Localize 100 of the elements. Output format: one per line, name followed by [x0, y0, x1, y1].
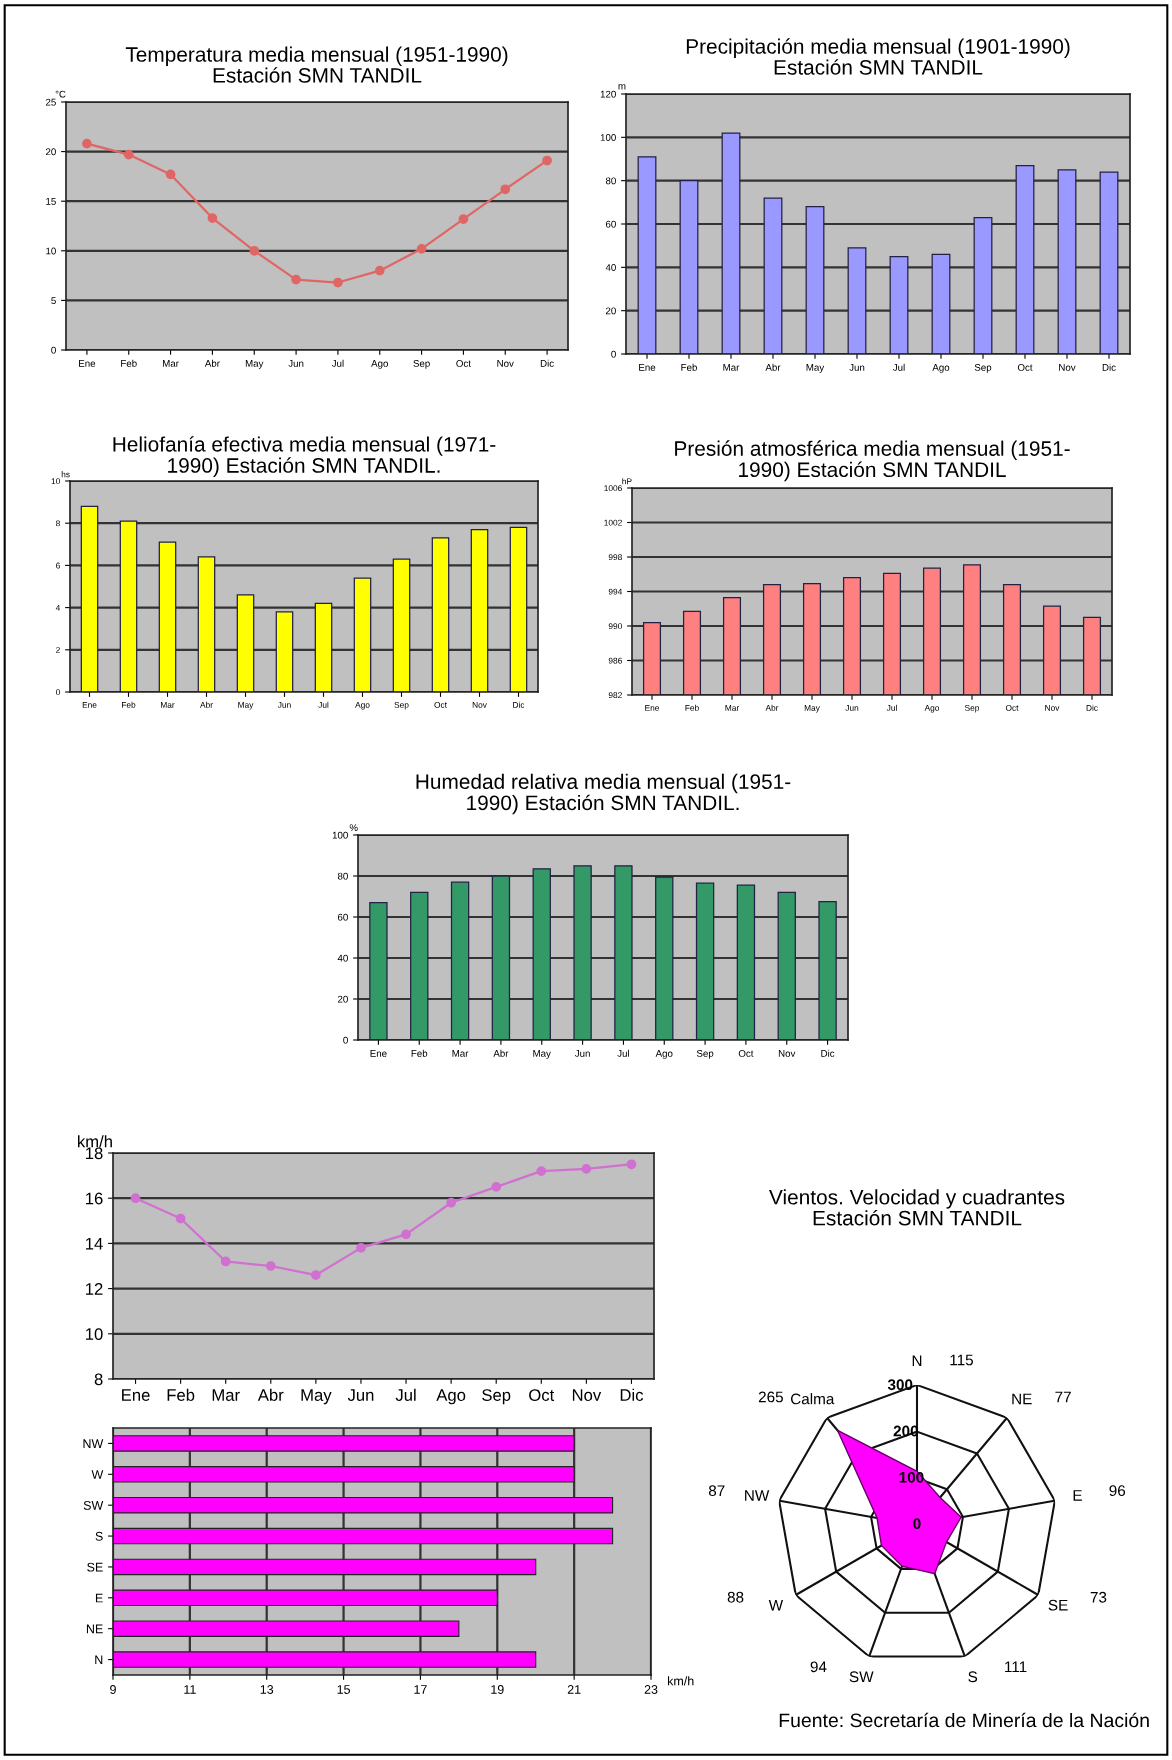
x-tick-label: 11: [184, 1685, 196, 1694]
bar: [614, 865, 633, 1040]
y-tick-label: 100: [332, 831, 348, 839]
text: 87: [708, 1485, 725, 1497]
x-tick-label: 17: [414, 1685, 427, 1694]
y-tick-label: 986: [608, 657, 622, 664]
y-tick-label: SE: [87, 1562, 103, 1572]
text: 77: [1055, 1391, 1071, 1403]
y-tick-label: 100: [600, 134, 616, 141]
point: [491, 1182, 502, 1192]
point: [333, 277, 343, 288]
x-tick-label: May: [238, 702, 254, 710]
point: [165, 169, 176, 180]
y-tick-label: 5: [51, 297, 56, 305]
x-tick-label: Nov: [1059, 364, 1076, 371]
point: [311, 1270, 321, 1280]
bar: [777, 891, 796, 1040]
y-tick-label: 25: [45, 98, 56, 106]
y-tick-label: 40: [605, 264, 616, 271]
point: [356, 1243, 366, 1253]
source-note: Fuente: Secretaría de Minería de la Nación: [779, 1712, 1149, 1728]
bar: [573, 865, 592, 1040]
x-tick-label: Jun: [288, 360, 304, 367]
point: [249, 245, 260, 256]
text: 115: [950, 1354, 973, 1366]
x-tick-label: Abr: [493, 1049, 509, 1057]
y-tick-label: W: [91, 1470, 104, 1479]
bar: [1015, 164, 1035, 354]
x-tick-label: Abr: [257, 1388, 284, 1401]
y-axis-title: °C: [55, 90, 66, 98]
x-tick-label: 21: [567, 1685, 581, 1694]
x-tick-label: Dic: [1086, 704, 1098, 711]
x-tick-label: Ene: [79, 360, 96, 367]
bar: [532, 868, 551, 1040]
x-tick-label: Ago: [436, 1389, 466, 1405]
x-tick-label: Mar: [163, 360, 179, 367]
x-tick-label: Sep: [394, 701, 409, 710]
x-tick-label: Jul: [886, 704, 897, 711]
x-tick-label: Feb: [411, 1049, 428, 1057]
y-tick-label: 40: [337, 954, 348, 962]
bar: [655, 876, 674, 1040]
bar: [275, 611, 294, 692]
y-tick-label: S: [95, 1531, 103, 1541]
x-tick-label: May: [533, 1050, 551, 1059]
y-tick-label: 80: [337, 872, 348, 880]
bar: [410, 891, 429, 1040]
y-tick-label: 15: [46, 198, 56, 205]
x-tick-label: Feb: [122, 701, 136, 708]
y-tick-label: 20: [605, 307, 616, 315]
spoke-label: NE: [1012, 1393, 1032, 1405]
point: [265, 1261, 276, 1271]
point: [500, 184, 511, 195]
bar: [80, 505, 99, 692]
x-tick-label: Ene: [122, 1389, 150, 1401]
y-tick-label: 120: [600, 90, 616, 98]
x-tick-label: Jul: [395, 1388, 416, 1401]
y-tick-label: 8: [56, 520, 60, 527]
y-tick-label: 0: [913, 1518, 921, 1530]
x-tick-label: Jun: [574, 1050, 590, 1057]
x-tick-label: Mar: [725, 705, 740, 711]
x-tick-label: Ene: [639, 364, 656, 371]
spoke-label: SE: [1048, 1599, 1068, 1611]
x-tick-label: 9: [110, 1685, 116, 1694]
x-tick-label: May: [806, 364, 825, 373]
x-tick-label: Jul: [318, 701, 329, 708]
text: 73: [1090, 1591, 1107, 1603]
x-tick-label: Nov: [1045, 705, 1060, 711]
x-tick-label: Jun: [849, 364, 865, 371]
bar: [119, 520, 138, 692]
y-axis-title: km/h: [78, 1135, 112, 1148]
y-tick-label: 998: [608, 554, 622, 561]
y-tick-label: 2: [56, 647, 60, 653]
x-tick-label: Feb: [167, 1388, 195, 1401]
x-tick-label: Jul: [892, 363, 905, 371]
x-tick-label: Feb: [685, 704, 699, 711]
text: 96: [1109, 1485, 1126, 1497]
x-tick-label: Dic: [1102, 363, 1116, 371]
bar: [637, 156, 657, 354]
y-tick-label: 4: [55, 604, 61, 611]
y-tick-label: NE: [86, 1624, 103, 1634]
chart-title: Presión atmosférica media mensual (1951- 1990) Estación SMN TANDIL: [675, 440, 1070, 482]
x-tick-label: Nov: [778, 1050, 796, 1057]
bar: [450, 881, 470, 1040]
y-tick-label: 60: [337, 913, 348, 921]
point: [401, 1229, 411, 1240]
y-axis-title: hs: [61, 471, 70, 478]
y-tick-label: 80: [605, 177, 616, 185]
x-tick-label: Ago: [355, 702, 370, 710]
x-tick-label: Ene: [82, 702, 97, 708]
chart-title: Precipitación media mensual (1901-1990) Estación SMN TANDIL: [686, 38, 1070, 75]
bar: [236, 594, 255, 692]
point: [374, 265, 385, 276]
point: [291, 274, 301, 285]
y-tick-label: 300: [887, 1379, 913, 1391]
x-tick-label: May: [245, 360, 264, 369]
spoke-label: E: [1073, 1490, 1082, 1501]
y-tick-label: 100: [899, 1471, 924, 1483]
y-tick-label: 18: [86, 1147, 103, 1160]
x-tick-label: Jul: [617, 1049, 629, 1057]
x-tick-label: Oct: [529, 1389, 555, 1401]
